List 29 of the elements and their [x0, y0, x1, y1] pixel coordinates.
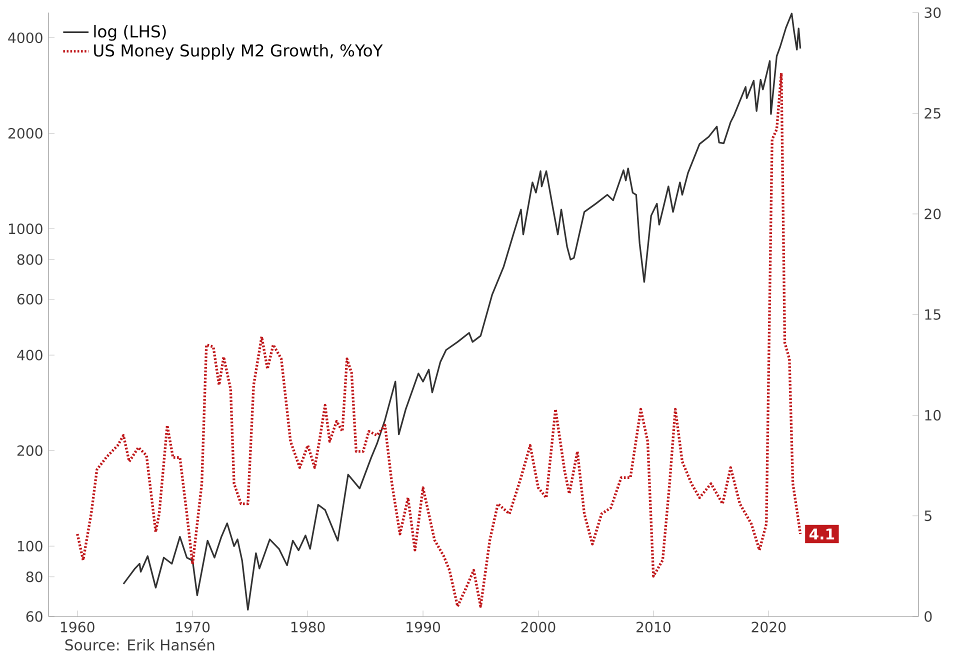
x-tick-label: 1980 [291, 622, 325, 633]
y-tick-label: 100 [18, 540, 42, 552]
y-tick-label: 2000 [8, 128, 42, 139]
y-tick-label: 600 [17, 294, 42, 305]
source-note: Source: Erik Hansén [65, 638, 214, 651]
y-tick-label: 80 [26, 572, 42, 582]
y2-tick-label: 0 [924, 611, 932, 622]
y-tick-label: 400 [17, 350, 42, 361]
line-series [122, 12, 802, 611]
x-tick-label: 2000 [521, 622, 556, 633]
y-tick-label: 4000 [8, 32, 42, 44]
y-tick-label: 200 [17, 445, 42, 456]
x-tick-label: 2020 [752, 622, 786, 633]
y2-tick-label: 25 [924, 108, 940, 119]
y-tick-label: 1000 [9, 224, 42, 234]
x-tick-label: 2010 [636, 622, 670, 633]
y2-tick-label: 30 [924, 8, 941, 18]
y2-tick-label: 10 [925, 410, 941, 421]
x-tick-label: 1960 [60, 622, 94, 633]
y2-tick-label: 5 [924, 510, 932, 522]
legend-label: log (LHS) [94, 25, 166, 41]
x-tick-label: 1990 [406, 622, 440, 633]
legend-label: US Money Supply M2 Growth, %YoY [94, 44, 383, 60]
y-tick-label: 800 [17, 254, 42, 266]
y2-tick-label: 20 [924, 208, 941, 220]
y2-tick-label: 15 [925, 310, 940, 320]
data-label: 4.1 [809, 528, 834, 540]
y-tick-label: 60 [26, 611, 42, 622]
x-tick-label: 1970 [176, 622, 210, 633]
